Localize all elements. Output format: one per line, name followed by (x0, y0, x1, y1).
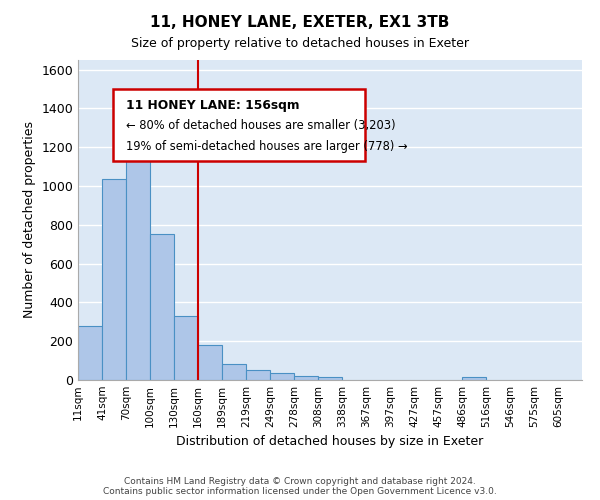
FancyBboxPatch shape (113, 89, 365, 161)
Bar (246, 370, 270, 380)
Bar (198, 345, 222, 380)
Text: Contains public sector information licensed under the Open Government Licence v3: Contains public sector information licen… (103, 487, 497, 496)
Bar (78, 326, 102, 380)
Text: 19% of semi-detached houses are larger (778) →: 19% of semi-detached houses are larger (… (126, 140, 407, 153)
Bar (318, 378, 342, 380)
Bar (270, 372, 294, 380)
Bar (102, 180, 126, 380)
Bar (462, 378, 486, 380)
Y-axis label: Number of detached properties: Number of detached properties (23, 122, 36, 318)
Text: Size of property relative to detached houses in Exeter: Size of property relative to detached ho… (131, 38, 469, 51)
Text: 11 HONEY LANE: 156sqm: 11 HONEY LANE: 156sqm (126, 99, 299, 112)
Text: 11, HONEY LANE, EXETER, EX1 3TB: 11, HONEY LANE, EXETER, EX1 3TB (151, 15, 449, 30)
X-axis label: Distribution of detached houses by size in Exeter: Distribution of detached houses by size … (176, 436, 484, 448)
Text: Contains HM Land Registry data © Crown copyright and database right 2024.: Contains HM Land Registry data © Crown c… (124, 477, 476, 486)
Bar (294, 376, 318, 380)
Bar (126, 140, 150, 380)
Bar (174, 316, 198, 380)
Text: ← 80% of detached houses are smaller (3,203): ← 80% of detached houses are smaller (3,… (126, 119, 395, 132)
Bar (222, 364, 246, 380)
Bar (150, 234, 174, 380)
